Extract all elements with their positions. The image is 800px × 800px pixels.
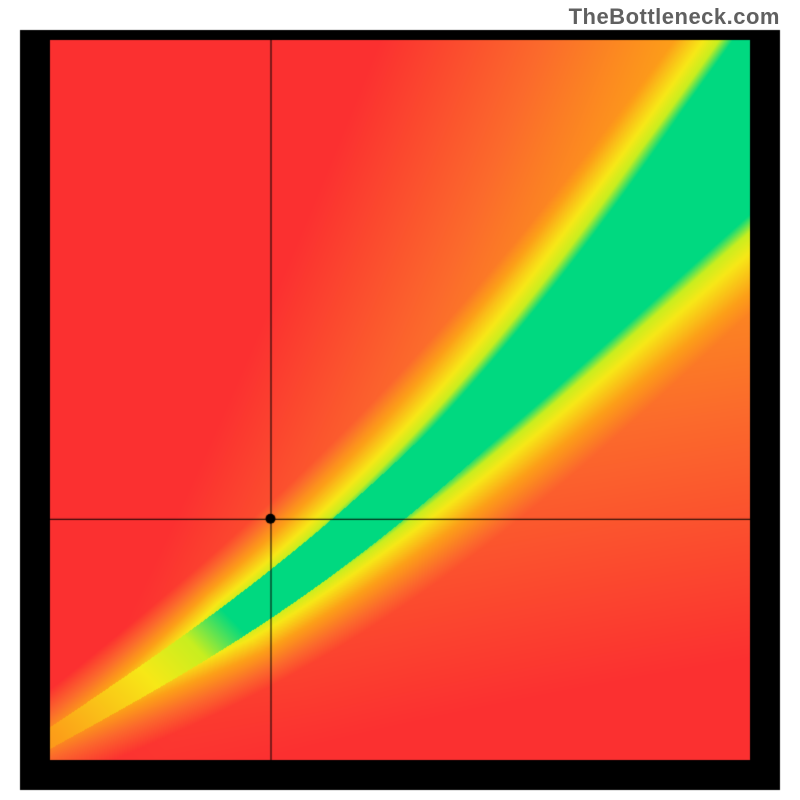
watermark-text: TheBottleneck.com [569,4,780,30]
chart-container: TheBottleneck.com [0,0,800,800]
heatmap-canvas [0,0,800,800]
